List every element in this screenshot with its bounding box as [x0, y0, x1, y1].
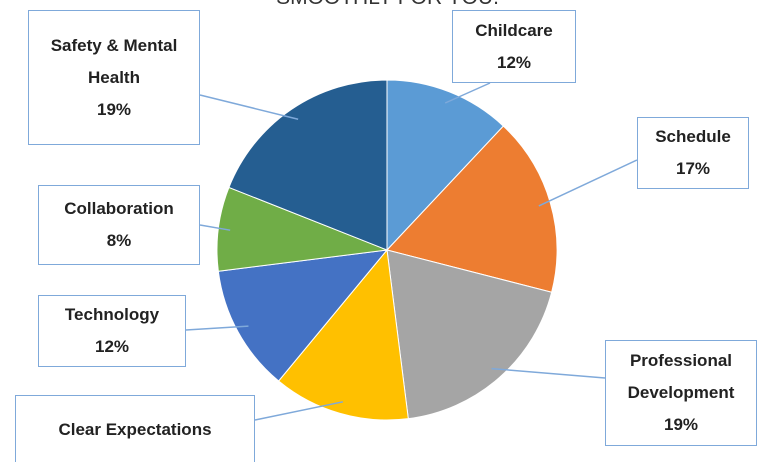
pie-slice [386, 125, 558, 293]
category-label: Childcare [475, 20, 553, 40]
callout-box: Clear Expectations [15, 395, 255, 462]
callout-line [444, 82, 491, 104]
callout-line [254, 401, 344, 421]
value-label: 8% [106, 231, 132, 250]
callout-line [491, 367, 606, 379]
callout-box: Technology 12% [38, 295, 186, 367]
category-label: Professional Development [627, 351, 735, 402]
pie-slice [217, 249, 389, 382]
value-label: 12% [496, 52, 532, 72]
value-label: 17% [675, 159, 711, 178]
value-label: 19% [96, 99, 132, 119]
callout-box: Schedule 17% [637, 117, 749, 189]
callout-box: Safety & Mental Health 19% [28, 10, 200, 145]
pie-slice [228, 79, 388, 251]
pie-slice [277, 248, 409, 421]
pie-slice [386, 79, 505, 252]
callout-line [199, 94, 299, 120]
callout-line [185, 325, 249, 331]
category-label: Clear Expectations [58, 420, 212, 439]
pie-slice [386, 249, 553, 420]
callout-box: Childcare 12% [452, 10, 576, 83]
value-label: 19% [663, 415, 699, 434]
callout-box: Collaboration 8% [38, 185, 200, 265]
callout-box: Professional Development 19% [605, 340, 757, 446]
value-label: 12% [94, 337, 130, 356]
chart-title: SMOOTHLY FOR YOU. [0, 0, 775, 10]
category-label: Safety & Mental Health [50, 35, 178, 87]
category-label: Technology [64, 305, 160, 324]
category-label: Schedule [655, 127, 731, 146]
callout-line [199, 224, 231, 231]
category-label: Collaboration [64, 199, 174, 218]
callout-line [538, 159, 638, 207]
